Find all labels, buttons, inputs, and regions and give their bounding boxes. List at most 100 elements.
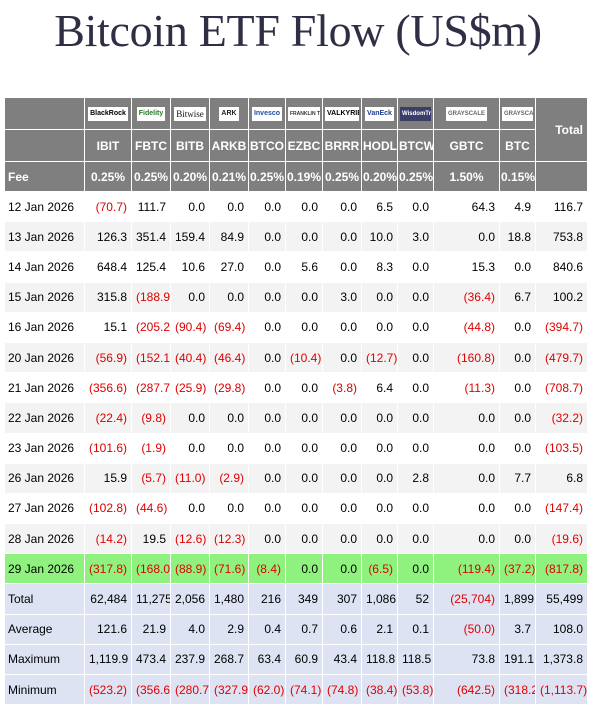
fee-value: 0.15% [499, 161, 536, 192]
date-cell: 16 Jan 2026 [4, 311, 85, 343]
summary-cell: 2.9 [209, 613, 249, 645]
table-row: 28 Jan 2026 (14.2) 19.5 (12.6) (12.3) 0.0 0.0 0… [4, 523, 588, 555]
flow-cell: 0.0 [322, 311, 362, 343]
invesco-logo: Invesco [251, 106, 283, 121]
flow-cell: 0.0 [285, 190, 323, 223]
page-title: Bitcoin ETF Flow (US$m) [54, 5, 542, 56]
logo-cell: Bitwise [170, 97, 210, 130]
flow-cell: 0.0 [499, 341, 536, 374]
ticker-header: IBIT [84, 129, 132, 162]
flow-cell: 0.0 [170, 190, 210, 223]
flow-cell: (356.6) [84, 372, 132, 404]
summary-cell: 0.1 [397, 613, 434, 645]
bitwise-logo: Bitwise [174, 106, 206, 121]
flow-cell: (36.4) [433, 281, 500, 313]
row-total-cell: (394.7) [535, 311, 588, 343]
flow-cell: 0.0 [499, 432, 536, 464]
summary-cell: 1,086 [361, 583, 398, 615]
row-total-cell: 840.6 [535, 251, 588, 283]
flow-cell: 64.3 [433, 190, 500, 223]
date-cell: 29 Jan 2026 [4, 553, 85, 585]
summary-cell: 0.7 [285, 613, 323, 645]
flow-cell: (317.8) [84, 553, 132, 585]
flow-cell: (12.7) [361, 341, 398, 374]
table-row: 15 Jan 2026 315.8 (188.9) 0.0 0.0 0.0 0.0 3.0 0.… [4, 281, 588, 313]
summary-cell: (1,113.7) [535, 673, 588, 706]
summary-row-minimum: Minimum (523.2) (356.6) (280.7) (327.9) (62.0… [4, 673, 588, 706]
flow-cell: (9.8) [131, 402, 171, 434]
flow-cell: 0.0 [322, 553, 362, 585]
flow-cell: 0.0 [322, 190, 362, 223]
flow-cell: 10.0 [361, 221, 398, 253]
flow-cell: (44.8) [433, 311, 500, 343]
franklin-logo: FRANKLIN TEMPLETON [288, 106, 320, 121]
ticker-header: FBTC [131, 129, 171, 162]
flow-cell: 0.0 [170, 432, 210, 464]
flow-cell: 0.0 [248, 462, 286, 494]
flow-cell: 6.5 [361, 190, 398, 223]
summary-cell: 118.5 [397, 643, 434, 676]
flow-cell: (29.8) [209, 372, 249, 404]
summary-cell: 62,484 [84, 583, 132, 615]
flow-cell: 0.0 [285, 311, 323, 343]
fee-row: Fee 0.25% 0.25% 0.20% 0.21% 0.25% 0.19% 0.25% 0.… [4, 161, 588, 192]
flow-cell: 0.0 [397, 311, 434, 343]
ticker-header: ARKB [209, 129, 249, 162]
flow-cell: 0.0 [397, 251, 434, 283]
summary-cell: (25,704) [433, 583, 500, 615]
summary-cell: 1,373.8 [535, 643, 588, 676]
flow-cell: (205.2) [131, 311, 171, 343]
flow-cell: 10.6 [170, 251, 210, 283]
flow-cell: 0.0 [499, 251, 536, 283]
flow-cell: 0.0 [285, 372, 323, 404]
row-total-cell: (479.7) [535, 341, 588, 374]
summary-cell: (74.8) [322, 673, 362, 706]
ticker-header: BITB [170, 129, 210, 162]
row-total-cell: (32.2) [535, 402, 588, 434]
summary-cell: (53.8) [397, 673, 434, 706]
summary-cell: 1,480 [209, 583, 249, 615]
summary-label: Minimum [4, 673, 85, 706]
summary-cell: 216 [248, 583, 286, 615]
flow-cell: 15.9 [84, 462, 132, 494]
row-total-cell: (103.5) [535, 432, 588, 464]
flow-cell: (287.7) [131, 372, 171, 404]
flow-cell: (3.8) [322, 372, 362, 404]
summary-cell: (74.1) [285, 673, 323, 706]
summary-cell: (356.6) [131, 673, 171, 706]
summary-cell: 118.8 [361, 643, 398, 676]
ticker-header-row: IBIT FBTC BITB ARKB BTCO EZBC BRRR HODL BTCW GBTC… [4, 129, 588, 162]
total-column-header: Total [535, 97, 588, 162]
ticker-header: EZBC [285, 129, 323, 162]
flow-cell: 0.0 [248, 311, 286, 343]
fee-value: 0.25% [131, 161, 171, 192]
date-cell: 14 Jan 2026 [4, 251, 85, 283]
fee-value: 1.50% [433, 161, 500, 192]
logo-cell: FRANKLIN TEMPLETON [285, 97, 323, 130]
summary-row-total: Total 62,484 11,275 2,056 1,480 216 349 307 1,08… [4, 583, 588, 615]
table-row: 27 Jan 2026 (102.8) (44.6) 0.0 0.0 0.0 0.0 0.0 0… [4, 492, 588, 525]
header-blank [4, 97, 85, 130]
flow-cell: 3.0 [322, 281, 362, 313]
flow-cell: (1.9) [131, 432, 171, 464]
flow-cell: 0.0 [433, 492, 500, 525]
fee-value: 0.20% [170, 161, 210, 192]
flow-cell: 0.0 [285, 492, 323, 525]
flow-cell: (14.2) [84, 523, 132, 555]
wisdomtree-logo: WisdomTree [400, 106, 431, 121]
summary-cell: (523.2) [84, 673, 132, 706]
flow-cell: 0.0 [248, 221, 286, 253]
summary-label: Maximum [4, 643, 85, 676]
flow-cell: 2.8 [397, 462, 434, 494]
flow-cell: 0.0 [248, 402, 286, 434]
flow-cell: 5.6 [285, 251, 323, 283]
date-cell: 20 Jan 2026 [4, 341, 85, 374]
flow-cell: 0.0 [248, 492, 286, 525]
flow-cell: 0.0 [248, 523, 286, 555]
flow-cell: 7.7 [499, 462, 536, 494]
summary-cell: 0.6 [322, 613, 362, 645]
summary-cell: 3.7 [499, 613, 536, 645]
summary-cell: 43.4 [322, 643, 362, 676]
flow-cell: 0.0 [322, 523, 362, 555]
ticker-header: BTCO [248, 129, 286, 162]
